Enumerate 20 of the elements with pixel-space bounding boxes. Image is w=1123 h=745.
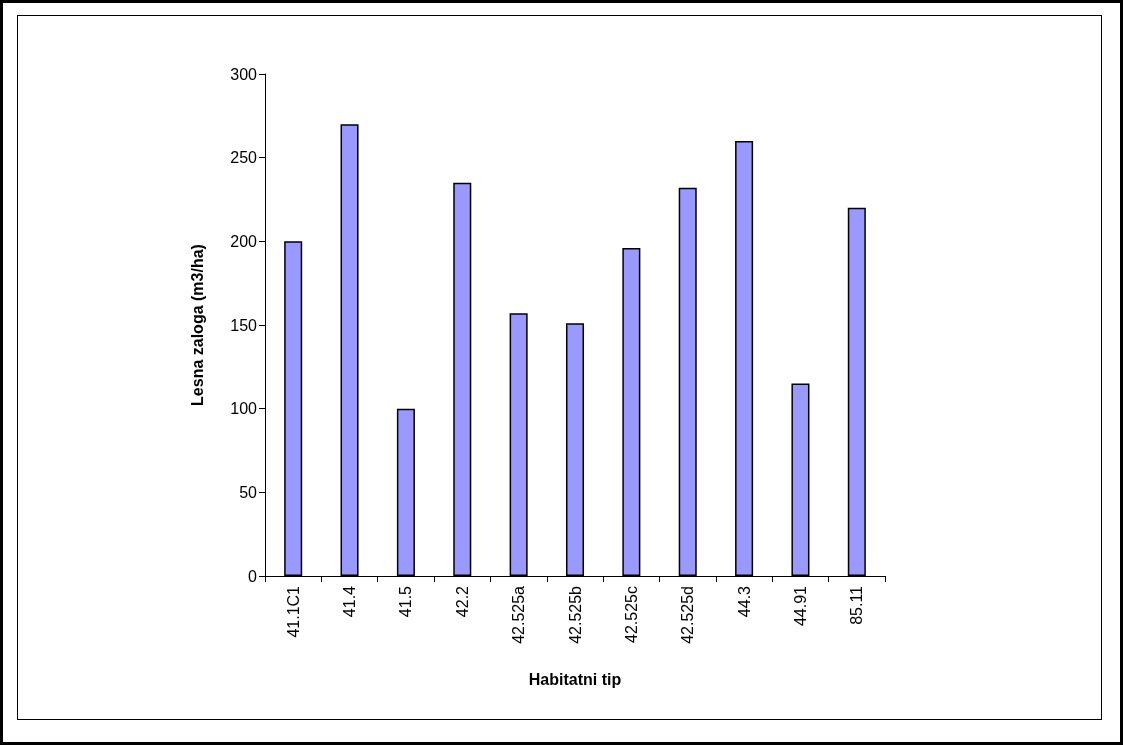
y-tick-label: 200	[230, 232, 258, 250]
x-tick-label: 42.525c	[622, 586, 640, 643]
x-tick-label: 42.525b	[566, 585, 584, 644]
x-tick-label: 44.3	[735, 585, 753, 618]
x-tick-label: 85.11	[848, 585, 866, 625]
y-tick-label: 0	[248, 567, 258, 585]
y-tick-label: 250	[230, 149, 258, 167]
x-tick-label: 42.2	[453, 585, 471, 618]
y-tick-label: 50	[239, 483, 258, 501]
x-axis-title: Habitatni tip	[528, 670, 622, 688]
y-tick-label: 100	[230, 400, 258, 418]
x-tick-label: 41.1C1	[284, 585, 302, 638]
x-tick-label: 41.4	[341, 585, 359, 618]
x-tick-label: 41.5	[397, 585, 415, 618]
y-axis-title: Lesna zaloga (m3/ha)	[188, 244, 206, 406]
y-tick-label: 300	[230, 65, 258, 83]
x-tick-label: 42.525a	[510, 585, 528, 644]
x-tick-label: 42.525d	[679, 586, 697, 644]
x-tick-label: 44.91	[791, 585, 809, 627]
y-tick-label: 150	[230, 316, 258, 334]
